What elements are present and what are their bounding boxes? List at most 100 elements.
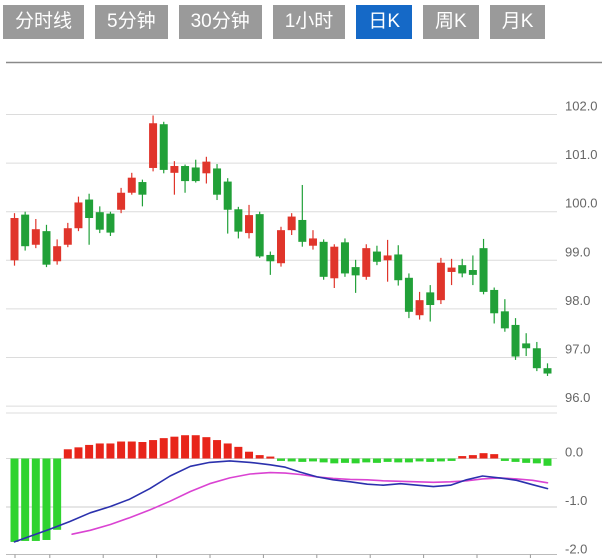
macd-bar [74,447,83,459]
macd-dea-line [71,471,549,536]
macd-bar [31,458,40,541]
macd-bar [362,458,371,463]
candle-51 [543,363,552,376]
candle-35 [372,245,381,266]
macd-bar [117,441,126,459]
candle-42 [447,258,456,286]
tab-30min[interactable]: 30分钟 [178,5,262,39]
candle-37 [394,245,403,286]
candle-9 [95,206,104,234]
macd-bar [181,435,190,459]
candle-18 [191,159,200,183]
macd-bar [191,435,200,459]
macd-bar [500,458,509,461]
macd-bar [127,441,136,459]
macd-bar [245,451,254,459]
tab-monthly-k[interactable]: 月K [489,5,546,39]
macd-bar [170,436,179,459]
price-label: 102.0 [565,99,598,114]
candle-17 [181,164,190,193]
candle-24 [255,211,264,258]
macd-bar [436,458,445,462]
macd-bar [277,458,285,461]
macd-bar [383,458,392,462]
candles-layer [10,115,552,376]
macd-bar [138,442,147,459]
macd-bar [159,438,168,459]
candle-11 [117,187,126,214]
candle-41 [436,257,445,305]
macd-bar [255,455,264,459]
grid-layer [6,61,602,558]
tab-daily-k[interactable]: 日K [356,5,412,39]
candle-34 [362,244,371,280]
price-label: 97.0 [565,342,590,357]
macd-axis-labels: 0.0 -1.0 -2.0 [565,445,587,557]
tab-5min[interactable]: 5分钟 [95,5,168,39]
tab-1hour[interactable]: 1小时 [272,5,346,39]
candle-10 [106,211,115,236]
macd-bar [21,458,30,541]
price-label: 99.0 [565,244,590,259]
candle-43 [458,258,467,278]
macd-bar [511,458,520,462]
candle-30 [319,239,328,280]
candle-38 [404,273,413,319]
candle-6 [63,222,72,248]
macd-dif-line [13,460,549,543]
macd-bar [10,458,19,542]
candle-13 [138,179,147,207]
macd-bar [95,443,104,459]
macd-bar [394,458,403,463]
macd-bar [149,440,158,459]
candle-12 [127,172,136,195]
candle-8 [85,193,94,245]
period-tabbar: 分时线 5分钟 30分钟 1小时 日K 周K 月K [3,5,546,39]
macd-bar [490,454,499,459]
macd-bar [106,443,115,459]
macd-bar [53,458,62,530]
candle-22 [234,206,243,239]
candle-32 [340,238,349,277]
macd-bar [63,449,72,459]
candle-33 [351,259,360,293]
macd-bar [468,455,477,459]
macd-bar [266,456,275,459]
macd-bar [308,458,317,462]
candle-14 [149,115,158,172]
candle-46 [490,287,499,324]
candle-2 [21,211,30,251]
candle-45 [479,238,488,295]
candle-36 [383,239,392,282]
candle-20 [213,164,222,201]
candle-26 [277,226,285,267]
macd-bar [426,458,435,462]
macd-bar [298,458,307,462]
tab-weekly-k[interactable]: 周K [423,5,479,39]
macd-bar [223,443,232,459]
macd-bar [415,458,424,462]
candle-7 [74,196,83,232]
macd-bar [372,458,381,463]
tab-time-line[interactable]: 分时线 [3,5,85,39]
candle-5 [53,239,62,265]
macd-bar [319,458,328,463]
candle-49 [522,333,531,357]
candle-4 [42,224,51,268]
macd-axis-label: -2.0 [565,542,587,557]
macd-bar [340,458,349,463]
macd-bar [458,456,467,459]
candle-44 [468,255,477,286]
macd-bar [522,458,531,463]
candle-27 [287,213,296,236]
macd-bar [287,458,296,462]
macd-axis-label: 0.0 [565,445,583,460]
price-label: 101.0 [565,147,598,162]
candle-23 [245,204,254,239]
candle-48 [511,318,520,360]
macd-bar [330,458,339,464]
macd-bar [213,440,222,459]
macd-bar [404,458,413,463]
